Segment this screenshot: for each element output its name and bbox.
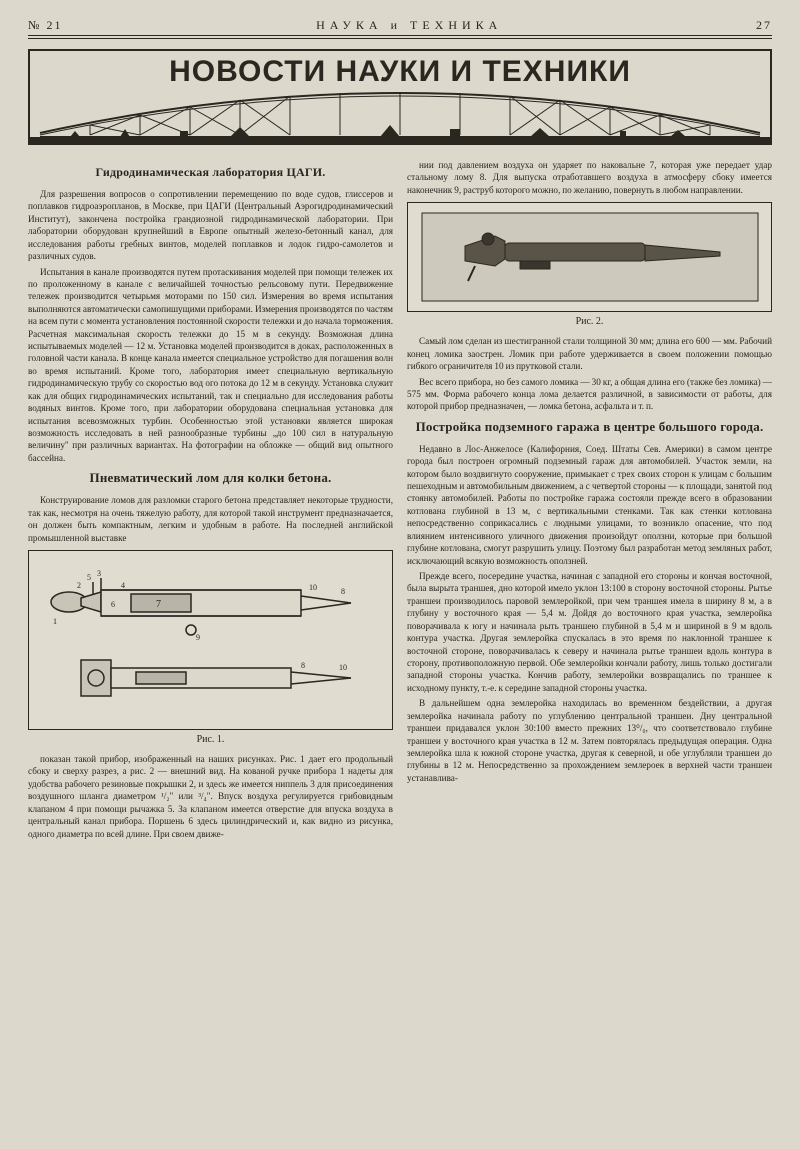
header-meta: № 21 НАУКА и ТЕХНИКА 27 (28, 18, 772, 36)
banner-bridge-illustration (30, 83, 770, 143)
article1-title: Гидродинамическая лаборатория ЦАГИ. (28, 165, 393, 180)
svg-text:10: 10 (339, 663, 347, 672)
article1-p2: Испытания в канале производятся путем пр… (28, 266, 393, 465)
figure-2-photo (420, 211, 760, 303)
left-column: Гидродинамическая лаборатория ЦАГИ. Для … (28, 159, 393, 843)
article3-p1: Недавно в Лос-Анжелосе (Калифорния, Соед… (407, 443, 772, 567)
svg-text:3: 3 (97, 569, 101, 578)
figure-1-caption: Рис. 1. (28, 734, 393, 745)
svg-text:4: 4 (121, 581, 125, 590)
article2-cont-p2: Самый лом сделан из шестигранной стали т… (407, 335, 772, 372)
svg-text:2: 2 (77, 581, 81, 590)
body-columns: Гидродинамическая лаборатория ЦАГИ. Для … (28, 159, 772, 843)
figure-2-caption: Рис. 2. (407, 316, 772, 327)
article2-p2: показан такой прибор, изображенный на на… (28, 753, 393, 840)
page: № 21 НАУКА и ТЕХНИКА 27 НОВОСТИ НАУКИ И … (0, 0, 800, 1149)
article2-p1: Конструирование ломов для разломки старо… (28, 494, 393, 544)
issue-number: № 21 (28, 18, 62, 33)
article3-p2: Прежде всего, посередине участка, начина… (407, 570, 772, 694)
header-rule (28, 38, 772, 39)
svg-text:6: 6 (111, 600, 115, 609)
journal-title: НАУКА и ТЕХНИКА (316, 18, 502, 33)
article3-p3: В дальнейшем одна землеройка находилась … (407, 697, 772, 784)
page-number: 27 (756, 18, 772, 33)
section-banner: НОВОСТИ НАУКИ И ТЕХНИКИ (28, 49, 772, 145)
svg-text:1: 1 (53, 617, 57, 626)
svg-text:10: 10 (309, 583, 317, 592)
svg-text:7: 7 (156, 599, 161, 610)
figure-1-diagram: 3 5 7 6 8 10 1 2 4 9 (41, 560, 381, 720)
article2-title: Пневматический лом для колки бетона. (28, 470, 393, 486)
article2-cont-p3: Вес всего прибора, но без самого ломика … (407, 376, 772, 413)
svg-text:8: 8 (341, 587, 345, 596)
figure-2 (407, 202, 772, 312)
svg-text:9: 9 (196, 633, 200, 642)
article3-title: Постройка подземного гаража в центре бол… (407, 419, 772, 435)
article1-p1: Для разрешения вопросов о сопротивлении … (28, 188, 393, 263)
svg-text:8: 8 (301, 661, 305, 670)
figure-1: 3 5 7 6 8 10 1 2 4 9 (28, 550, 393, 730)
svg-text:5: 5 (87, 573, 91, 582)
right-column: нии под давлением воздуха он ударяет по … (407, 159, 772, 843)
article2-cont-p1: нии под давлением воздуха он ударяет по … (407, 159, 772, 196)
